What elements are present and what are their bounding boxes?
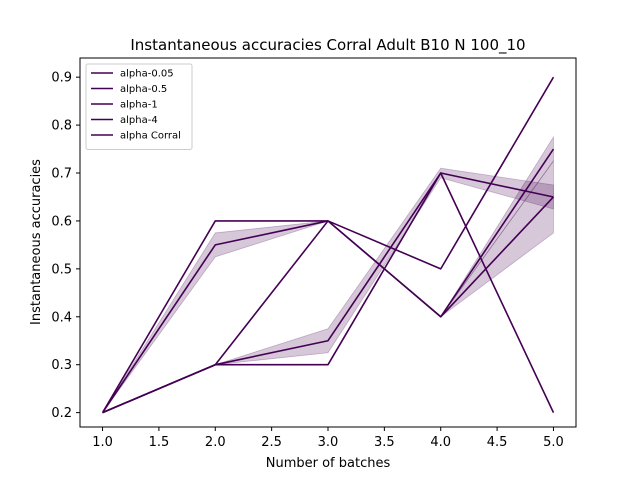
y-tick-label: 0.8 xyxy=(51,119,72,134)
series-line-alpha-4 xyxy=(102,172,555,414)
x-tick-label: 2.0 xyxy=(205,435,226,450)
y-tick-label: 0.3 xyxy=(51,358,72,373)
y-axis-ticks: 0.2 0.3 0.4 0.5 0.6 0.7 0.8 0.9 xyxy=(51,71,80,421)
series-line-alpha-corral xyxy=(102,76,555,414)
x-tick-label: 4.5 xyxy=(487,435,508,450)
legend-label: alpha-1 xyxy=(120,100,158,111)
band-alpha-4 xyxy=(102,172,554,413)
x-tick-label: 1.5 xyxy=(149,435,170,450)
x-tick-label: 3.5 xyxy=(374,435,395,450)
legend-label: alpha-0.5 xyxy=(120,84,167,95)
x-tick-label: 2.5 xyxy=(261,435,282,450)
series-line-alpha-1 xyxy=(102,172,554,414)
x-axis-label: Number of batches xyxy=(266,456,391,471)
y-tick-label: 0.4 xyxy=(51,310,72,325)
legend-box xyxy=(85,63,193,150)
legend: alpha-0.05 alpha-0.5 alpha-1 alpha-4 alpha C… xyxy=(85,63,193,150)
series-lines xyxy=(101,76,555,414)
x-axis-ticks: 1.0 1.5 2.0 2.5 3.0 3.5 4.0 4.5 5.0 xyxy=(92,427,564,450)
y-tick-label: 0.5 xyxy=(51,262,72,277)
y-tick-label: 0.2 xyxy=(51,406,72,421)
legend-label: alpha-0.05 xyxy=(120,69,174,80)
legend-label: alpha-4 xyxy=(120,115,158,126)
x-tick-label: 3.0 xyxy=(318,435,339,450)
band-alpha-0-5 xyxy=(102,135,554,413)
y-axis-label: Instantaneous accuracies xyxy=(29,159,44,325)
y-tick-label: 0.9 xyxy=(51,71,72,86)
y-tick-label: 0.6 xyxy=(51,214,72,229)
band-alpha-1 xyxy=(102,167,554,413)
y-tick-label: 0.7 xyxy=(51,167,72,182)
band-alpha-0-05 xyxy=(102,159,554,413)
x-tick-label: 4.0 xyxy=(430,435,451,450)
x-tick-label: 1.0 xyxy=(92,435,113,450)
chart-title: Instantaneous accuracies Corral Adult B1… xyxy=(130,36,525,55)
x-tick-label: 5.0 xyxy=(543,435,564,450)
legend-label: alpha Corral xyxy=(120,131,181,142)
